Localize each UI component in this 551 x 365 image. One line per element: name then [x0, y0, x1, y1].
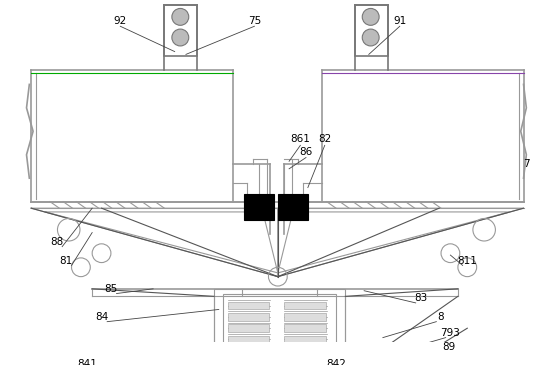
Text: 89: 89 — [442, 342, 455, 352]
Bar — [228, 336, 269, 343]
Bar — [228, 358, 269, 365]
Bar — [355, 5, 387, 56]
Circle shape — [172, 8, 189, 25]
Text: 91: 91 — [393, 16, 407, 26]
Text: 842: 842 — [326, 359, 346, 365]
Text: 81: 81 — [60, 256, 73, 266]
Circle shape — [172, 29, 189, 46]
Circle shape — [362, 8, 379, 25]
Bar — [164, 5, 197, 56]
Bar — [228, 313, 269, 321]
Text: 88: 88 — [50, 237, 63, 247]
Text: 841: 841 — [78, 359, 98, 365]
Bar — [284, 358, 326, 365]
Circle shape — [362, 29, 379, 46]
Bar — [284, 302, 326, 310]
Text: 86: 86 — [299, 147, 312, 157]
Text: 861: 861 — [290, 134, 310, 144]
Bar — [228, 302, 269, 310]
Bar — [278, 194, 308, 220]
Text: 82: 82 — [318, 134, 331, 144]
Bar — [284, 324, 326, 332]
Text: 7: 7 — [523, 159, 530, 169]
Bar — [228, 347, 269, 354]
Bar — [214, 289, 345, 365]
Bar — [224, 295, 336, 365]
Bar — [244, 194, 274, 220]
Bar — [284, 313, 326, 321]
Text: 92: 92 — [114, 16, 127, 26]
Text: 83: 83 — [414, 293, 427, 303]
Bar — [228, 324, 269, 332]
Bar — [284, 336, 326, 343]
Text: 84: 84 — [95, 312, 108, 322]
Text: 811: 811 — [457, 256, 477, 266]
Text: 85: 85 — [104, 284, 117, 294]
Text: 8: 8 — [437, 312, 444, 322]
Bar — [284, 347, 326, 354]
Text: 793: 793 — [440, 328, 460, 338]
Text: 75: 75 — [248, 16, 261, 26]
